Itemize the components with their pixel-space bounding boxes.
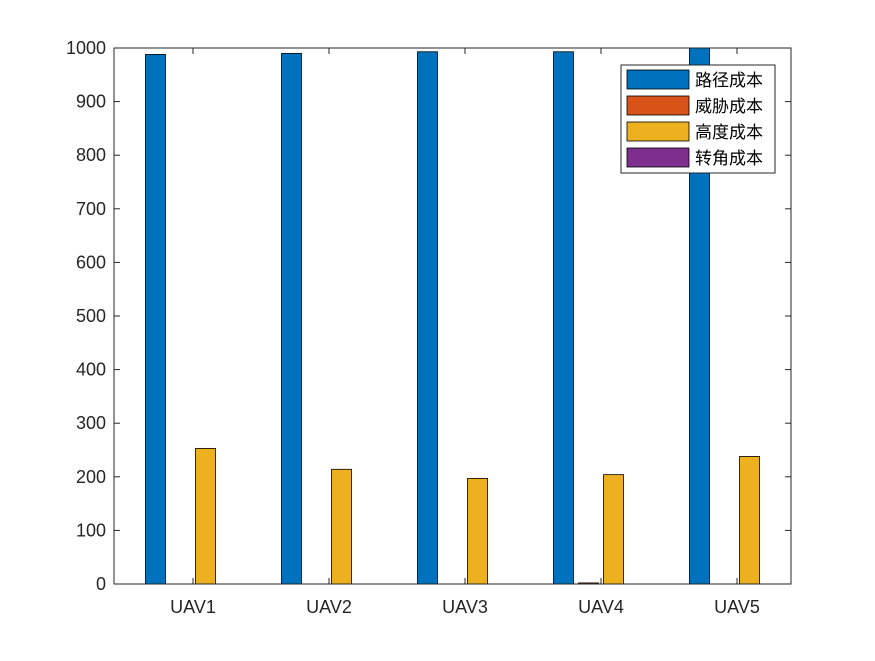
- y-tick-label: 500: [76, 306, 106, 326]
- legend-label: 转角成本: [695, 149, 763, 168]
- bar: [195, 447, 216, 585]
- x-tick-label: UAV2: [306, 597, 352, 617]
- x-tick-label: UAV5: [714, 597, 760, 617]
- y-tick-label: 700: [76, 199, 106, 219]
- x-tick-label: UAV4: [578, 597, 624, 617]
- bar: [467, 478, 488, 585]
- bar: [145, 54, 166, 585]
- bar: [417, 51, 438, 585]
- axes-layer: 0 100 200 300 400 500 600 700 800 900 1000 UAV1 UAV2…: [66, 38, 792, 617]
- bar: [603, 474, 624, 585]
- legend-swatch: [626, 95, 690, 116]
- bar: [281, 52, 302, 585]
- legend-label: 路径成本: [695, 71, 763, 90]
- y-tick-label: 300: [76, 413, 106, 433]
- y-tick-label: 200: [76, 467, 106, 487]
- legend-swatch: [626, 121, 690, 142]
- x-tick-label: UAV1: [170, 597, 216, 617]
- y-tick-label: 100: [76, 520, 106, 540]
- y-tick-label: 900: [76, 92, 106, 112]
- bar: [331, 468, 352, 585]
- y-tick-label: 600: [76, 252, 106, 272]
- bars-layer: [145, 47, 760, 585]
- bar: [739, 456, 760, 585]
- y-tick-label: 800: [76, 145, 106, 165]
- bar: [553, 51, 574, 585]
- x-tick-label: UAV3: [442, 597, 488, 617]
- legend-label: 威胁成本: [695, 97, 763, 116]
- y-tick-label: 400: [76, 360, 106, 380]
- legend-swatch: [626, 69, 690, 90]
- legend-swatch: [626, 147, 690, 168]
- y-tick-label: 1000: [66, 38, 106, 58]
- legend-label: 高度成本: [695, 123, 763, 142]
- y-tick-label: 0: [96, 574, 106, 594]
